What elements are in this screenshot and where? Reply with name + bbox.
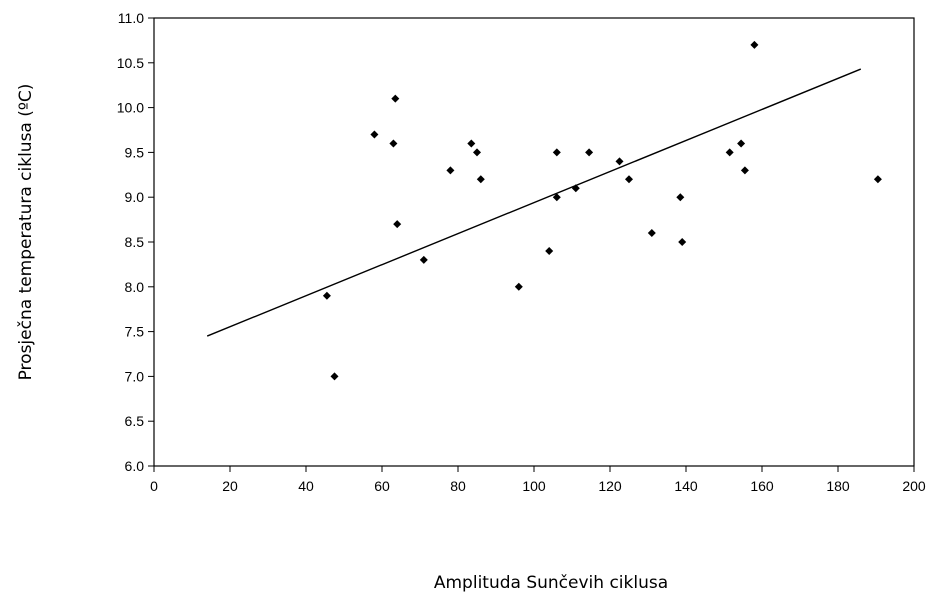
- x-tick-label: 100: [522, 478, 546, 494]
- data-point: [740, 166, 749, 175]
- data-point: [585, 148, 594, 157]
- x-tick-label: 200: [902, 478, 926, 494]
- data-point: [467, 139, 476, 148]
- y-tick-label: 7.0: [125, 368, 145, 384]
- data-point: [545, 246, 554, 255]
- data-point: [476, 175, 485, 184]
- y-tick-label: 7.5: [125, 324, 145, 340]
- y-tick-label: 6.5: [125, 413, 145, 429]
- x-axis-ticks: 0 20 40 60 80 100 120 140 160 180 200: [150, 466, 926, 494]
- data-point: [571, 184, 580, 193]
- data-point: [514, 282, 523, 291]
- y-tick-label: 10.5: [117, 55, 144, 71]
- data-point: [678, 238, 687, 246]
- data-point: [389, 139, 398, 148]
- data-point: [647, 229, 656, 238]
- x-tick-label: 120: [598, 478, 622, 494]
- data-point: [552, 148, 561, 157]
- data-point: [391, 94, 400, 103]
- data-point: [322, 291, 331, 300]
- x-tick-label: 0: [150, 478, 158, 494]
- data-point: [725, 148, 734, 157]
- x-tick-label: 20: [222, 478, 238, 494]
- y-tick-label: 8.5: [125, 234, 145, 250]
- y-tick-label: 6.0: [125, 458, 145, 474]
- x-tick-label: 80: [450, 478, 466, 494]
- x-tick-label: 140: [674, 478, 698, 494]
- data-points: [322, 40, 882, 381]
- x-tick-label: 180: [826, 478, 850, 494]
- data-point: [873, 175, 882, 184]
- y-axis-ticks: 6.0 6.5 7.0 7.5 8.0 8.5 9.0 9.5 10.0 10.5 11.0: [117, 10, 154, 474]
- x-tick-label: 160: [750, 478, 774, 494]
- y-tick-label: 8.0: [125, 279, 145, 295]
- y-tick-label: 11.0: [118, 10, 144, 26]
- data-point: [750, 40, 759, 49]
- y-axis-title: Prosječna temperatura ciklusa (ºC): [16, 84, 36, 381]
- x-tick-label: 60: [374, 478, 390, 494]
- data-point: [419, 255, 428, 264]
- y-tick-label: 9.0: [125, 189, 145, 205]
- data-point: [737, 139, 746, 148]
- data-point: [615, 157, 624, 166]
- y-tick-label: 9.5: [125, 144, 145, 160]
- x-tick-label: 40: [298, 478, 314, 494]
- data-point: [473, 148, 481, 157]
- data-point: [393, 220, 402, 229]
- data-point: [676, 193, 685, 202]
- trend-line: [206, 68, 862, 337]
- x-axis-title: Amplituda Sunčevih ciklusa: [434, 573, 668, 593]
- plot-area: [153, 17, 915, 467]
- data-point: [370, 130, 379, 139]
- data-point: [446, 166, 455, 175]
- y-tick-label: 10.0: [117, 100, 144, 116]
- data-point: [552, 193, 561, 202]
- data-point: [330, 372, 339, 381]
- data-point: [625, 175, 633, 184]
